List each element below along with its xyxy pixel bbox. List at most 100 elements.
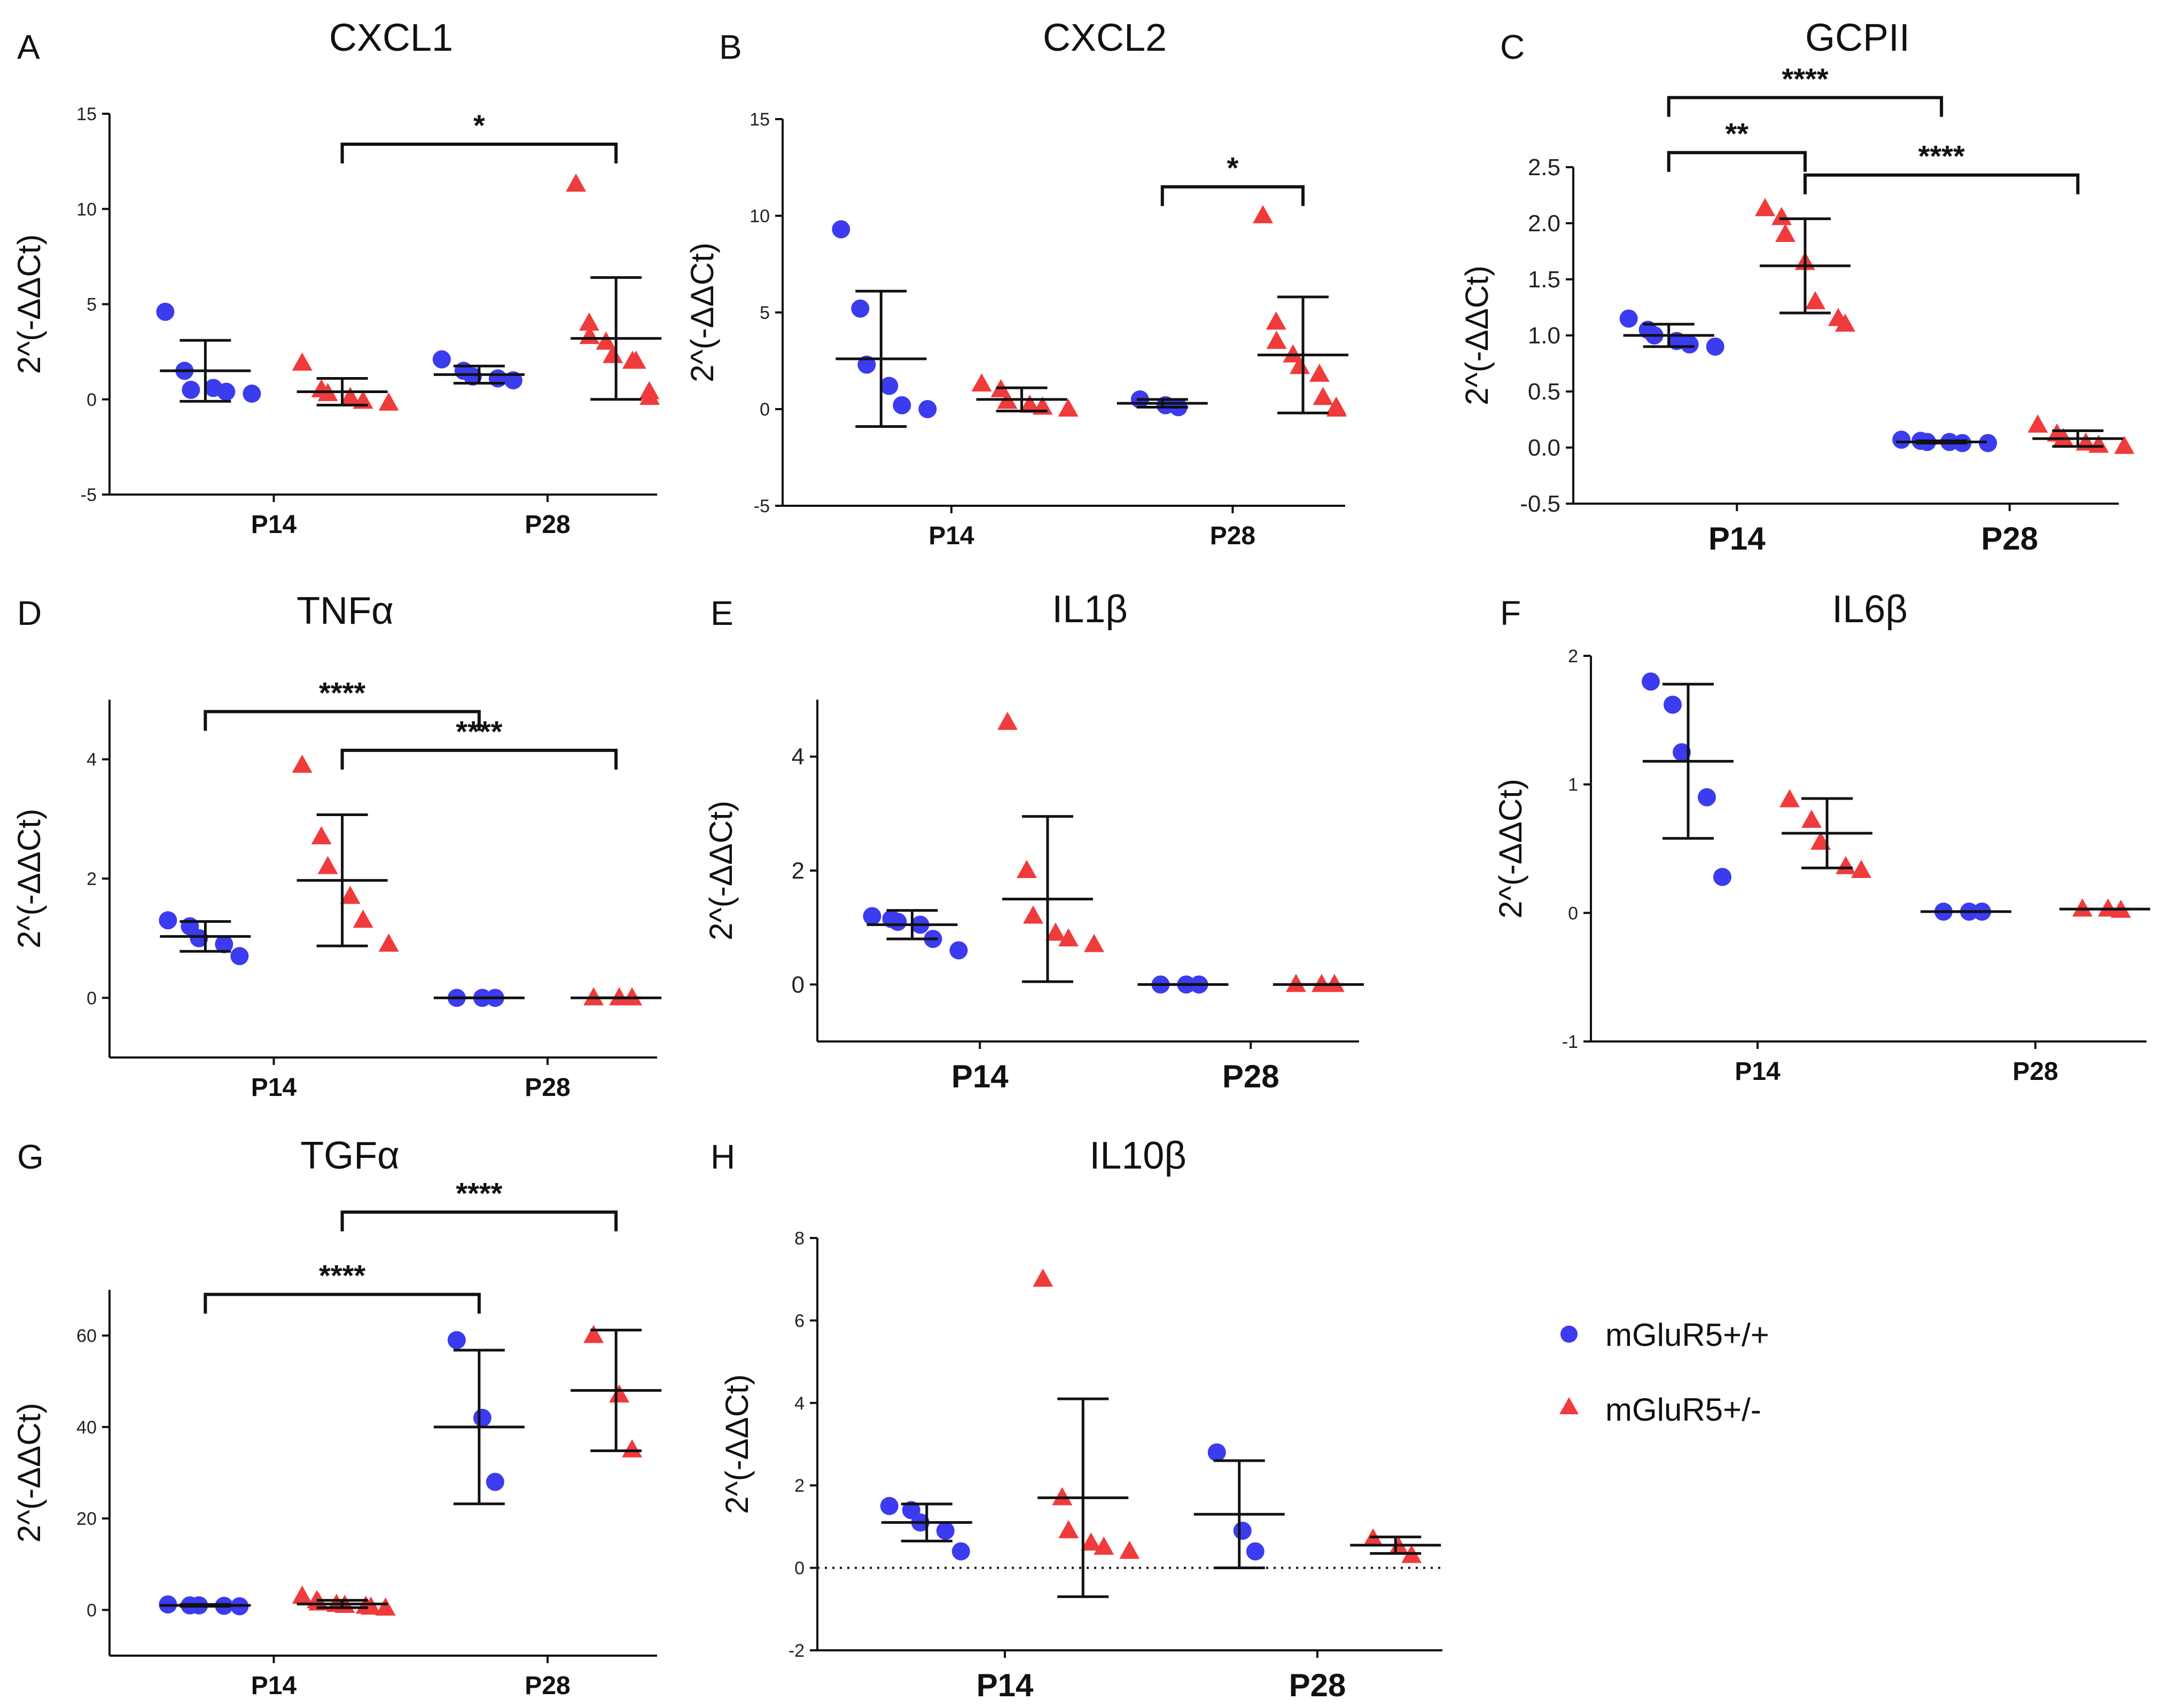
y-tick-label: 10 <box>750 206 770 226</box>
x-tick-label: P14 <box>251 1672 297 1700</box>
y-tick-label: 6 <box>794 1311 805 1331</box>
data-point-wt <box>217 382 236 401</box>
data-point-het <box>2027 414 2048 433</box>
y-tick-label: 20 <box>76 1509 97 1529</box>
panel-title: TNFα <box>296 590 394 632</box>
y-axis-label: 2^(-ΔΔCt) <box>703 801 739 941</box>
panel-title: GCPII <box>1805 17 1910 59</box>
y-tick-label: 4 <box>792 744 805 770</box>
data-point-het <box>1019 394 1040 413</box>
x-tick-label: P14 <box>251 1074 297 1102</box>
panel-g: G TGFα 2^(-ΔΔCt) 0 20 40 60 P14 P28 **** **** <box>11 1134 662 1700</box>
x-tick-label: P28 <box>1981 521 2038 557</box>
data-point-het <box>1058 398 1079 417</box>
y-tick-label: 0 <box>87 390 97 410</box>
data-point-wt <box>863 907 881 926</box>
y-axis-label: 2^(-ΔΔCt) <box>11 234 47 374</box>
y-tick-label: 0 <box>1568 903 1578 923</box>
x-tick-label: P28 <box>525 1074 570 1102</box>
data-point-het <box>583 1325 604 1343</box>
legend-het-marker <box>1559 1397 1579 1414</box>
y-tick-label: 2 <box>792 858 805 884</box>
y-tick-label: 2 <box>87 869 97 889</box>
data-point-wt <box>1233 1522 1252 1540</box>
data-point-het <box>311 826 332 844</box>
y-axis-label: 2^(-ΔΔCt) <box>1459 265 1495 405</box>
panel-a: A CXCL1 2^(-ΔΔCt) -5 0 5 10 15 P14 P28 * <box>11 17 662 539</box>
data-point-wt <box>949 941 968 960</box>
data-point-het <box>340 886 361 904</box>
data-point-wt <box>880 1497 899 1515</box>
significance-bracket <box>1160 185 1305 206</box>
data-point-wt <box>473 1408 491 1427</box>
data-point-het <box>1754 198 1775 216</box>
y-tick-label: 8 <box>794 1228 805 1249</box>
data-point-het <box>609 987 630 1006</box>
data-point-het <box>626 350 646 369</box>
y-axis-label: 2^(-ΔΔCt) <box>684 242 720 382</box>
data-point-wt <box>1207 1443 1226 1462</box>
data-point-het <box>1309 363 1330 382</box>
y-tick-label: 2 <box>1568 646 1578 667</box>
panel-letter: B <box>719 28 742 66</box>
y-tick-label: 1.5 <box>1528 267 1560 293</box>
data-point-het <box>1023 905 1043 924</box>
data-point-het <box>1285 974 1306 992</box>
y-axis-label: 2^(-ΔΔCt) <box>11 1403 47 1543</box>
data-point-het <box>1326 398 1347 417</box>
panel-b: B CXCL2 2^(-ΔΔCt) -5 0 5 10 15 P14 P28 * <box>684 17 1349 550</box>
data-point-het <box>596 331 616 350</box>
data-point-wt <box>918 400 937 418</box>
data-point-het <box>378 933 399 952</box>
data-point-het <box>971 373 992 391</box>
significance-label: **** <box>456 1176 502 1210</box>
y-tick-label: 0.5 <box>1528 379 1560 405</box>
panel-title: IL1β <box>1052 588 1128 631</box>
data-point-het <box>292 352 313 371</box>
data-point-wt <box>1680 335 1699 354</box>
data-point-het <box>292 754 313 773</box>
significance-bracket <box>340 748 618 770</box>
data-point-het <box>997 711 1018 730</box>
legend-het-label: mGluR5+/- <box>1605 1392 1761 1428</box>
x-tick-label: P28 <box>1289 1667 1346 1703</box>
data-point-het <box>1266 331 1287 349</box>
data-point-het <box>2053 428 2074 446</box>
significance-label: **** <box>319 676 365 709</box>
panel-letter: G <box>17 1138 44 1176</box>
data-point-het <box>639 387 660 405</box>
x-tick-label: P28 <box>1222 1059 1279 1094</box>
data-point-wt <box>1642 672 1660 691</box>
y-tick-label: 0 <box>87 1600 97 1620</box>
data-point-wt <box>1892 430 1911 449</box>
panel-letter: A <box>17 28 40 66</box>
y-tick-label: 0 <box>792 971 805 998</box>
panel-title: IL10β <box>1089 1134 1187 1177</box>
data-point-het <box>1836 856 1856 874</box>
y-tick-label: 0 <box>87 988 97 1008</box>
y-tick-label: 4 <box>87 750 97 770</box>
data-point-het <box>2114 435 2135 454</box>
data-point-wt <box>1698 788 1716 806</box>
legend-wt-marker <box>1560 1326 1578 1343</box>
x-tick-label: P14 <box>928 522 974 550</box>
y-tick-label: -5 <box>754 496 770 516</box>
y-tick-label: 2 <box>794 1476 805 1496</box>
y-tick-label: 2.5 <box>1528 154 1560 181</box>
data-point-wt <box>888 913 907 931</box>
data-point-wt <box>432 350 451 369</box>
data-point-wt <box>215 935 233 953</box>
significance-bracket <box>1667 96 1944 117</box>
y-tick-label: 1.0 <box>1528 323 1560 349</box>
x-tick-label: P28 <box>1210 522 1255 550</box>
data-point-wt <box>951 1542 970 1561</box>
data-point-het <box>1851 859 1871 878</box>
x-tick-label: P14 <box>251 511 297 539</box>
data-point-het <box>1283 344 1304 363</box>
data-point-wt <box>832 220 850 239</box>
x-tick-label: P28 <box>525 511 570 539</box>
significance-label: **** <box>319 1259 365 1292</box>
significance-bracket <box>204 710 481 731</box>
y-tick-label: 60 <box>76 1326 97 1346</box>
